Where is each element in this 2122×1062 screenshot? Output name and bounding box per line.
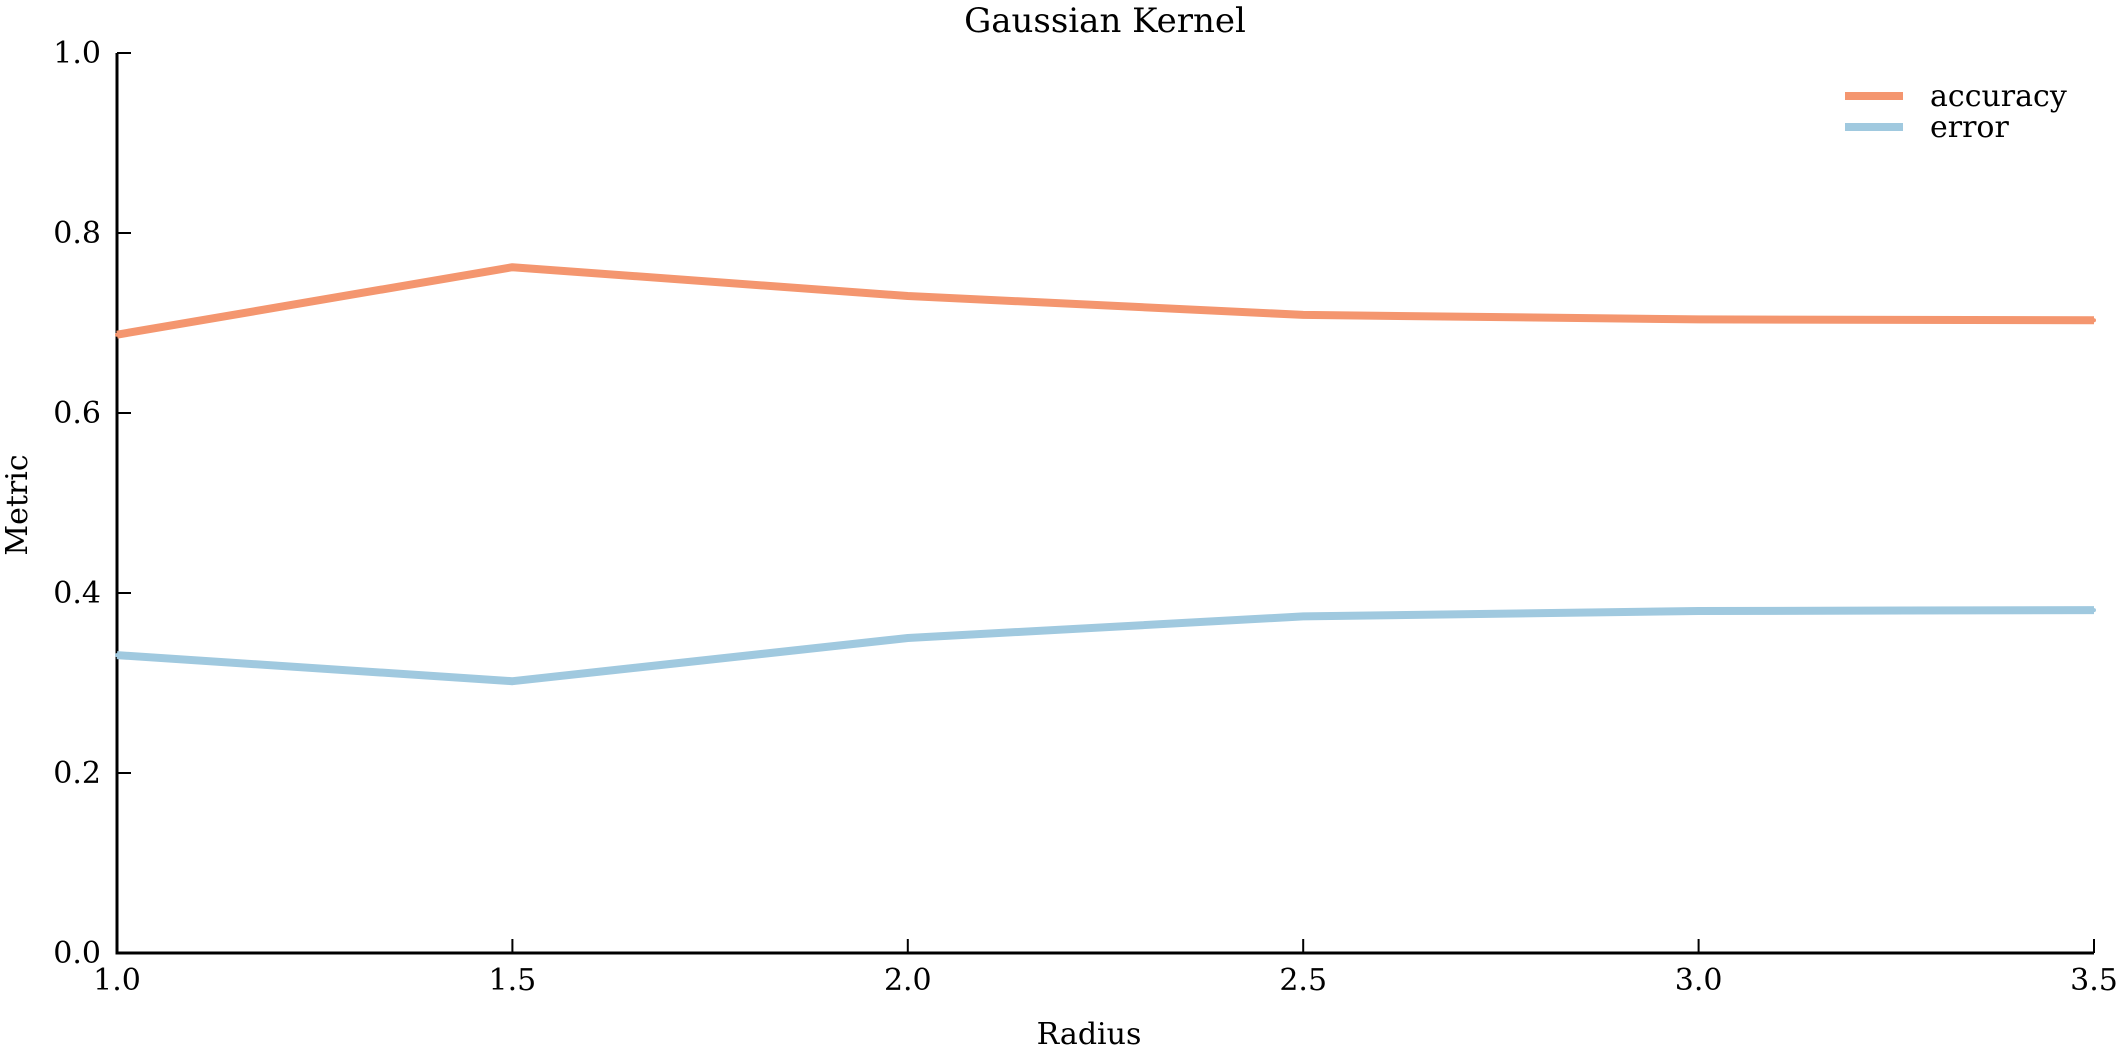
x-tick-label: 2.0 [884, 963, 932, 998]
data-point-accuracy [115, 332, 119, 337]
y-tick-label: 0.0 [53, 936, 101, 971]
y-axis-label: Metric [0, 454, 35, 555]
data-point-accuracy [1696, 317, 1701, 322]
y-tick-label: 0.2 [53, 756, 101, 791]
plot-area: 0.0 0.2 0.4 0.6 0.8 1.0 1.0 1.5 2.0 2.5 3.0 3.5 accu… [53, 36, 2118, 998]
data-point-error [2092, 608, 2096, 613]
series-line-accuracy [116, 263, 2095, 339]
x-tick-label: 1.0 [93, 963, 141, 998]
y-tick-label: 0.8 [53, 216, 101, 251]
data-point-accuracy [1301, 312, 1306, 317]
x-tick-label: 1.5 [489, 963, 537, 998]
legend-label-error: error [1930, 110, 2009, 145]
data-point-error [905, 636, 910, 640]
x-tick-label: 3.0 [1675, 963, 1723, 998]
y-tick-label: 0.4 [53, 576, 101, 611]
y-tick-label: 0.6 [53, 396, 101, 431]
data-point-error [115, 653, 119, 658]
legend-label-accuracy: accuracy [1930, 79, 2067, 114]
chart-title: Gaussian Kernel [964, 1, 1246, 41]
x-tick-label: 2.5 [1279, 963, 1327, 998]
data-point-error [510, 679, 515, 684]
y-tick-label: 1.0 [53, 36, 101, 71]
data-point-error [1696, 609, 1701, 613]
data-point-accuracy [510, 265, 515, 270]
data-point-error [1301, 614, 1306, 619]
data-point-accuracy [905, 294, 910, 298]
series-line-error [116, 606, 2095, 686]
x-axis-label: Radius [1037, 1017, 1142, 1052]
x-tick-label: 3.5 [2070, 963, 2118, 998]
data-point-accuracy [2092, 318, 2096, 323]
